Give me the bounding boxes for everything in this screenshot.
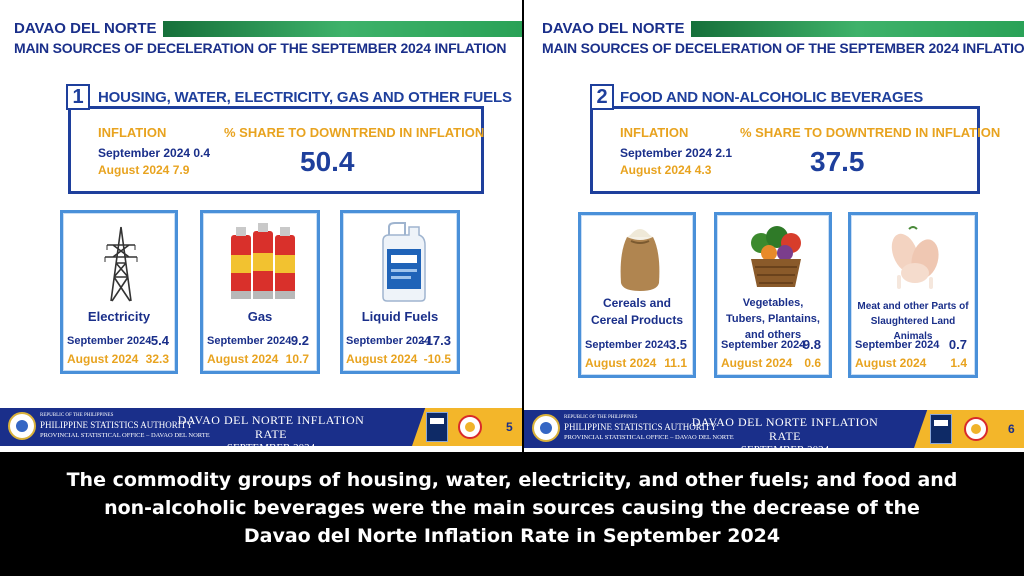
footer-title: DAVAO DEL NORTE INFLATION RATE SEPTEMBER… <box>690 415 880 452</box>
psa-seal-icon <box>532 414 560 442</box>
september-inflation: September 2024 2.1 <box>620 146 733 160</box>
card-cereals: Cereals and Cereal Products September 20… <box>578 212 696 378</box>
caption-line-3: Davao del Norte Inflation Rate in Septem… <box>243 525 781 547</box>
share-value: 50.4 <box>300 146 355 177</box>
card-aug-label: August 2024 <box>346 352 418 366</box>
card-aug-label: August 2024 <box>207 352 279 366</box>
share-label: % SHARE TO DOWNTREND IN INFLATION <box>224 125 485 140</box>
september-inflation: September 2024 0.4 <box>98 146 211 160</box>
rice-sack-icon <box>620 229 660 291</box>
slide-footer: REPUBLIC OF THE PHILIPPINES PHILIPPINE S… <box>524 410 1024 452</box>
card-title: Gas <box>247 309 273 324</box>
card-vegetables: Vegetables, Tubers, Plantains, and other… <box>714 212 832 378</box>
card-title: Electricity <box>87 309 151 324</box>
raw-chicken-icon <box>891 226 939 289</box>
slide-subtitle: MAIN SOURCES OF DECELERATION OF THE SEPT… <box>542 40 1024 56</box>
card-sep-label: September 2024 <box>721 339 806 351</box>
card-sep-value: -5.4 <box>146 333 169 348</box>
card-gas: Gas September 2024 9.2 August 2024 10.7 <box>200 210 320 374</box>
butane-canister-icon <box>231 223 295 299</box>
slide-subtitle: MAIN SOURCES OF DECELERATION OF THE SEPT… <box>14 40 507 56</box>
card-sep-label: September 2024 <box>855 339 940 351</box>
card-aug-value: 11.1 <box>664 356 687 370</box>
card-aug-label: August 2024 <box>67 352 139 366</box>
card-sep-label: September 2024 <box>585 339 670 351</box>
inflation-label: INFLATION <box>98 125 167 140</box>
slide-header: DAVAO DEL NORTE MAIN SOURCES OF DECELERA… <box>542 20 1024 56</box>
fuel-jug-icon <box>382 222 426 302</box>
agency-name: PHILIPPINE STATISTICS AUTHORITY <box>564 422 717 432</box>
august-inflation: August 2024 4.3 <box>620 163 712 177</box>
page-number: 5 <box>506 420 513 434</box>
page-number: 6 <box>1008 422 1015 436</box>
card-sep-value: -9.8 <box>798 337 821 352</box>
psa-seal-icon <box>8 412 36 440</box>
office-name: PROVINCIAL STATISTICAL OFFICE – DAVAO DE… <box>40 432 210 439</box>
card-liquid-fuels: Liquid Fuels September 2024 -17.3 August… <box>340 210 460 374</box>
summary-box <box>68 106 484 194</box>
iso-badge-icon <box>930 414 952 444</box>
footer-title-line2: SEPTEMBER 2024 <box>226 442 316 452</box>
card-aug-label: August 2024 <box>855 356 927 370</box>
summary-box <box>590 106 980 194</box>
share-label: % SHARE TO DOWNTREND IN INFLATION <box>740 125 1001 140</box>
card-aug-label: August 2024 <box>721 356 793 370</box>
card-aug-value: 0.6 <box>804 356 821 370</box>
card-title: Cereals and Cereal Products <box>590 296 684 327</box>
region-title: DAVAO DEL NORTE <box>14 20 157 37</box>
office-name: PROVINCIAL STATISTICAL OFFICE – DAVAO DE… <box>564 434 734 441</box>
footer-title: DAVAO DEL NORTE INFLATION RATE SEPTEMBER… <box>176 413 366 452</box>
republic-text: REPUBLIC OF THE PHILIPPINES <box>564 415 638 420</box>
slide-food: DAVAO DEL NORTE MAIN SOURCES OF DECELERA… <box>524 0 1024 452</box>
card-meat: Meat and other Parts of Slaughtered Land… <box>848 212 978 378</box>
group-title: HOUSING, WATER, ELECTRICITY, GAS AND OTH… <box>98 89 512 106</box>
bagong-pilipinas-logo-icon <box>458 415 482 439</box>
footer-title-line1: DAVAO DEL NORTE INFLATION RATE <box>177 413 365 441</box>
caption-line-1: The commodity groups of housing, water, … <box>66 469 958 491</box>
card-sep-value: 3.5 <box>668 337 687 352</box>
republic-text: REPUBLIC OF THE PHILIPPINES <box>40 413 114 418</box>
header-green-bar <box>690 20 1024 37</box>
card-sep-value: -17.3 <box>421 333 451 348</box>
card-aug-value: 1.4 <box>950 356 967 370</box>
card-aug-value: 32.3 <box>145 352 169 366</box>
card-aug-value: -10.5 <box>423 352 451 366</box>
share-value: 37.5 <box>810 146 865 177</box>
header-green-bar <box>162 20 522 37</box>
card-title: Vegetables, Tubers, Plantains, and other… <box>726 297 820 341</box>
inflation-label: INFLATION <box>620 125 689 140</box>
card-sep-label: September 2024 <box>67 335 152 347</box>
card-title: Meat and other Parts of Slaughtered Land… <box>857 301 969 342</box>
caption-line-2: non-alcoholic beverages were the main so… <box>104 497 920 519</box>
card-electricity: Electricity September 2024 -5.4 August 2… <box>60 210 178 374</box>
transmission-tower-icon <box>104 226 138 302</box>
card-sep-value: 0.7 <box>948 337 967 352</box>
footer-title-line2: SEPTEMBER 2024 <box>740 444 830 452</box>
group-title: FOOD AND NON-ALCOHOLIC BEVERAGES <box>620 89 924 106</box>
slide-housing: DAVAO DEL NORTE MAIN SOURCES OF DECELERA… <box>0 0 522 452</box>
vegetable-basket-icon <box>751 226 801 287</box>
card-title: Liquid Fuels <box>361 309 439 324</box>
card-aug-label: August 2024 <box>585 356 657 370</box>
bagong-pilipinas-logo-icon <box>964 417 988 441</box>
group-number: 2 <box>590 84 614 110</box>
card-sep-value: 9.2 <box>290 333 309 348</box>
card-sep-label: September 2024 <box>346 335 431 347</box>
card-aug-value: 10.7 <box>285 352 309 366</box>
footer-title-line1: DAVAO DEL NORTE INFLATION RATE <box>691 415 879 443</box>
slide-footer: REPUBLIC OF THE PHILIPPINES PHILIPPINE S… <box>0 408 522 452</box>
slide-header: DAVAO DEL NORTE MAIN SOURCES OF DECELERA… <box>14 20 522 56</box>
iso-badge-icon <box>426 412 448 442</box>
group-number: 1 <box>66 84 90 110</box>
agency-name: PHILIPPINE STATISTICS AUTHORITY <box>40 420 193 430</box>
region-title: DAVAO DEL NORTE <box>542 20 685 37</box>
caption: The commodity groups of housing, water, … <box>0 466 1024 550</box>
august-inflation: August 2024 7.9 <box>98 163 190 177</box>
card-sep-label: September 2024 <box>207 335 292 347</box>
